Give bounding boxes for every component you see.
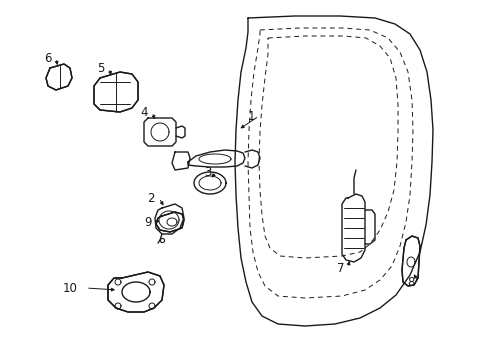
Text: 10: 10 (63, 282, 78, 294)
Text: 4: 4 (140, 105, 148, 118)
Text: 6: 6 (44, 51, 52, 64)
Text: 1: 1 (247, 109, 254, 122)
Text: 9: 9 (144, 216, 152, 229)
Text: 5: 5 (98, 62, 105, 75)
Polygon shape (108, 272, 163, 312)
Polygon shape (401, 236, 419, 286)
Text: 2: 2 (147, 192, 155, 204)
Text: 7: 7 (336, 261, 343, 274)
Polygon shape (156, 212, 183, 232)
Polygon shape (46, 64, 72, 90)
Text: 8: 8 (407, 275, 414, 288)
Text: 3: 3 (204, 166, 212, 179)
Polygon shape (94, 72, 138, 112)
